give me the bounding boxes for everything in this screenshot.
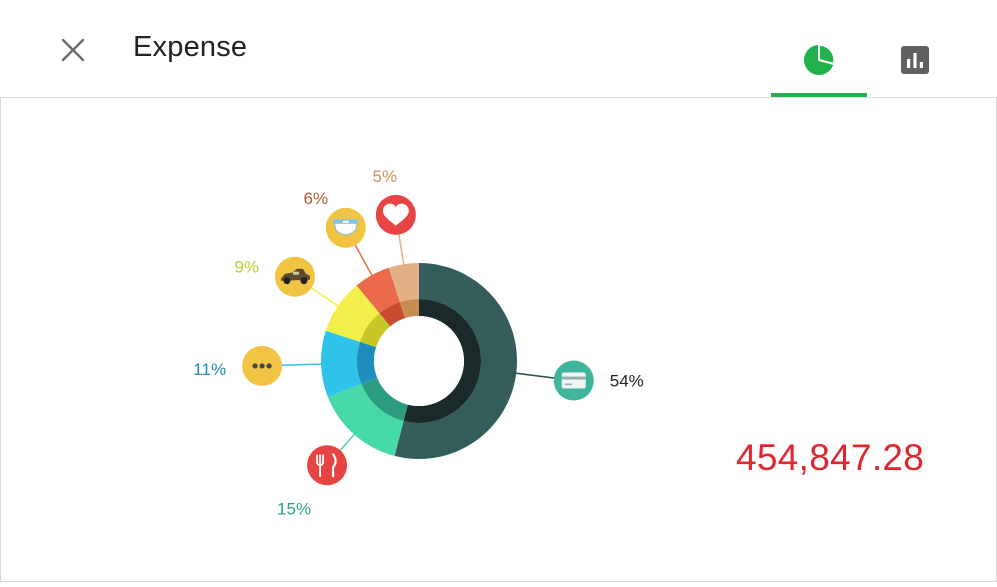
total-amount: 454,847.28 bbox=[736, 437, 925, 478]
donut-hole bbox=[374, 316, 464, 406]
tab-pie-chart[interactable] bbox=[771, 0, 867, 97]
pie-chart-icon bbox=[804, 44, 835, 75]
car-icon-glyph bbox=[280, 268, 310, 285]
active-tab-indicator bbox=[771, 93, 867, 97]
slice-inner-car bbox=[360, 313, 391, 348]
slice-baby bbox=[356, 267, 400, 314]
chart-area: 54% 15% 11% 9% 6% 5% 454,847.28 bbox=[0, 98, 997, 582]
fork-knife-icon-glyph bbox=[316, 453, 337, 478]
slice-label-card: 54% bbox=[610, 372, 644, 391]
slice-label-health: 5% bbox=[373, 167, 398, 186]
more-dots-icon-glyph bbox=[252, 363, 272, 369]
expense-donut-chart: 54% 15% 11% 9% 6% 5% bbox=[193, 167, 644, 518]
slice-label-food: 15% bbox=[277, 499, 311, 518]
close-button[interactable] bbox=[57, 34, 89, 66]
slice-card bbox=[394, 263, 517, 459]
slice-inner-health bbox=[399, 299, 419, 319]
dialog-header: Expense bbox=[0, 0, 997, 98]
fork-knife-icon bbox=[307, 445, 348, 486]
bar-chart-icon bbox=[901, 46, 929, 74]
heart-icon-glyph bbox=[382, 203, 409, 226]
slice-car bbox=[325, 285, 380, 342]
slice-inner-baby bbox=[379, 302, 406, 327]
slice-label-car: 9% bbox=[234, 258, 259, 277]
diaper-icon-glyph bbox=[333, 219, 359, 236]
slice-label-baby: 6% bbox=[303, 189, 328, 208]
credit-card-icon-glyph bbox=[561, 372, 586, 389]
slice-other bbox=[321, 330, 362, 398]
slice-health bbox=[388, 263, 419, 303]
close-icon bbox=[61, 38, 85, 62]
slice-inner-food bbox=[361, 377, 408, 422]
slice-label-other: 11% bbox=[193, 360, 226, 379]
tab-bar-chart[interactable] bbox=[867, 0, 963, 97]
slice-food bbox=[327, 383, 404, 456]
dialog-title: Expense bbox=[133, 31, 248, 63]
slice-inner-card bbox=[403, 299, 482, 423]
slice-inner-other bbox=[357, 341, 378, 384]
